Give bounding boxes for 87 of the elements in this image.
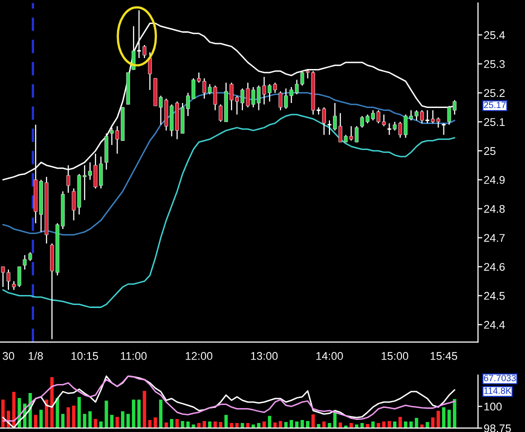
y-tick-label: 25.1	[484, 118, 505, 126]
bar	[224, 414, 228, 428]
bar	[360, 423, 364, 428]
candlestick	[424, 110, 430, 124]
y-tick-label: 25.3	[484, 60, 505, 68]
bar	[426, 422, 430, 428]
y-tick-label: 24.9	[484, 176, 505, 184]
line-series	[2, 114, 456, 308]
y-tick-label: 25	[484, 147, 496, 155]
x-tick-label: 15:00	[382, 352, 408, 360]
x-tick-label: 13:00	[251, 352, 278, 360]
bar	[290, 420, 294, 428]
bar	[246, 423, 250, 428]
y-tick-label: 25.4	[484, 31, 505, 40]
candlestick	[148, 52, 152, 90]
bar	[436, 410, 440, 428]
bar	[404, 421, 408, 428]
bar	[116, 416, 119, 428]
y-tick-label: 24.8	[484, 205, 505, 213]
bar	[442, 407, 446, 428]
bar	[262, 421, 266, 428]
bar	[110, 414, 114, 428]
bar	[214, 421, 217, 428]
bar	[311, 414, 315, 428]
y-tick-label: 98.75	[484, 424, 511, 432]
bar	[66, 407, 70, 428]
x-tick-label: 10:15	[72, 352, 98, 360]
bar	[72, 406, 76, 428]
bar	[61, 414, 65, 428]
x-tick-label: 30	[2, 352, 14, 360]
bar	[148, 420, 152, 428]
bar	[431, 417, 435, 428]
bar	[202, 420, 206, 428]
bar	[175, 418, 179, 428]
bar	[208, 421, 212, 428]
bar	[306, 420, 310, 428]
x-tick-label: 1/8	[28, 352, 43, 360]
bar	[447, 410, 451, 428]
text: 67.7033	[484, 374, 516, 382]
bar	[284, 422, 288, 428]
bar	[104, 400, 108, 428]
x-tick-label: 12:00	[186, 352, 212, 360]
bar	[154, 417, 158, 428]
bar	[34, 414, 38, 428]
y-tick-label: 25.2	[484, 89, 505, 97]
bar	[268, 416, 272, 428]
bar	[218, 422, 222, 428]
bar	[197, 423, 201, 428]
y-tick-label: 24.4	[484, 320, 505, 329]
bar	[240, 423, 244, 428]
y-tick-label: 24.6	[484, 262, 505, 271]
bar	[257, 423, 260, 428]
bar	[77, 397, 81, 428]
bar	[164, 422, 168, 428]
bar	[388, 420, 391, 428]
bar	[398, 416, 402, 428]
bar	[350, 423, 353, 428]
x-tick-label: 14:00	[316, 352, 343, 360]
bar	[121, 411, 124, 428]
text: 114.8K	[484, 388, 512, 394]
bar	[39, 410, 43, 428]
x-tick-label: 15:45	[430, 352, 458, 360]
bar	[338, 422, 342, 428]
candlestick	[326, 120, 332, 136]
text: 25.17	[484, 102, 506, 108]
bar	[376, 423, 380, 428]
y-tick-label: 24.5	[484, 292, 505, 300]
y-tick-label: 100	[484, 402, 502, 411]
bar	[126, 414, 130, 428]
bar	[82, 414, 86, 428]
candlestick	[386, 122, 392, 136]
bar	[12, 392, 16, 428]
bar	[295, 421, 298, 428]
bar	[300, 420, 304, 428]
bar	[132, 400, 136, 428]
bar	[382, 421, 386, 428]
bar	[99, 421, 103, 428]
x-tick-label: 11:00	[120, 352, 147, 360]
bar	[56, 398, 60, 428]
bar	[170, 418, 174, 428]
y-tick-label: 24.7	[484, 234, 505, 242]
bar	[393, 421, 396, 428]
bar	[159, 400, 162, 428]
bar	[452, 399, 456, 428]
candlestick	[441, 122, 446, 136]
bar	[333, 412, 337, 428]
bar	[409, 421, 413, 428]
